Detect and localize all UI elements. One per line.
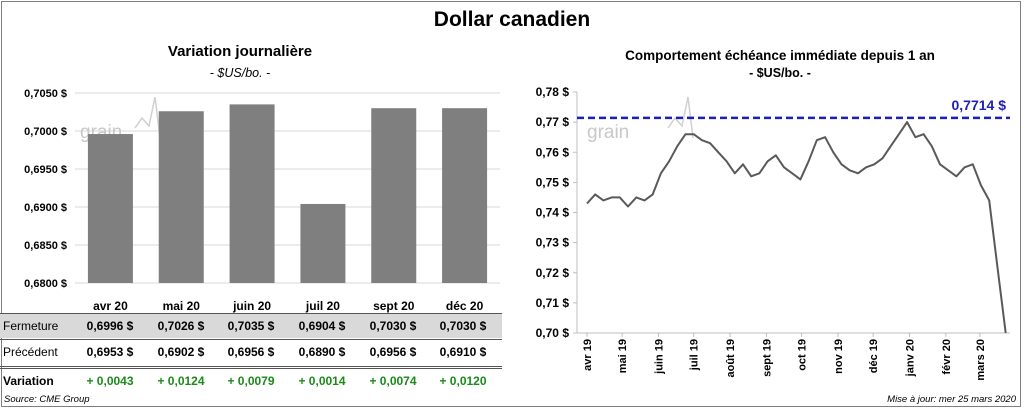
x-category-label: mai 20 bbox=[163, 299, 201, 313]
row-label: Précédent bbox=[3, 345, 58, 359]
x-tick-label: juin 19 bbox=[654, 339, 666, 375]
cell: + 0,0074 bbox=[369, 374, 417, 388]
x-tick-label: juil 19 bbox=[689, 339, 701, 371]
y-tick-label: 0,77 $ bbox=[536, 115, 570, 129]
page-title: Dollar canadien bbox=[433, 8, 591, 31]
y-tick-label: 0,74 $ bbox=[536, 206, 570, 220]
cell: 0,6956 $ bbox=[369, 345, 417, 359]
cell: + 0,0014 bbox=[298, 374, 346, 388]
line-chart-title: Comportement échéance immédiate depuis 1… bbox=[625, 48, 935, 63]
bar bbox=[158, 111, 204, 284]
y-tick-label: 0,75 $ bbox=[536, 175, 570, 189]
x-tick-label: mars 20 bbox=[975, 339, 987, 381]
cell: 0,6956 $ bbox=[227, 345, 275, 359]
bar bbox=[371, 108, 417, 283]
bar-chart-title: Variation journalière bbox=[167, 43, 313, 60]
reference-label: 0,7714 $ bbox=[952, 97, 1007, 113]
bar bbox=[300, 203, 346, 283]
y-tick-label: 0,73 $ bbox=[536, 236, 570, 250]
x-tick-label: févr 20 bbox=[941, 339, 953, 374]
x-tick-label: avr 19 bbox=[582, 339, 594, 371]
table-row-variation: Variation + 0,0043 + 0,0124 + 0,0079 + 0… bbox=[0, 366, 502, 393]
x-category-label: avr 20 bbox=[93, 299, 128, 313]
cell: 0,6904 $ bbox=[298, 319, 346, 333]
cell: + 0,0120 bbox=[439, 374, 487, 388]
series-line bbox=[586, 121, 1007, 334]
cell: 0,7026 $ bbox=[157, 319, 205, 333]
grain-logo-mark bbox=[667, 96, 694, 139]
y-tick-label: 0,70 $ bbox=[536, 326, 570, 340]
x-category-label: juin 20 bbox=[232, 299, 271, 313]
update-note: Mise à jour: mer 25 mars 2020 bbox=[887, 394, 1016, 405]
row-label: Variation bbox=[3, 374, 54, 388]
table-row-close: Fermeture 0,6996 $ 0,7026 $ 0,7035 $ 0,6… bbox=[0, 313, 502, 338]
table-row-previous: Précédent 0,6953 $ 0,6902 $ 0,6956 $ 0,6… bbox=[0, 339, 502, 364]
cell: 0,6996 $ bbox=[86, 319, 134, 333]
y-tick-label: 0,76 $ bbox=[536, 145, 570, 159]
cell: + 0,0079 bbox=[227, 374, 275, 388]
bar-chart-unit: - $US/bo. - bbox=[209, 66, 271, 80]
data-table: Fermeture 0,6996 $ 0,7026 $ 0,7035 $ 0,6… bbox=[0, 313, 502, 393]
source-note: Source: CME Group bbox=[4, 394, 90, 405]
y-tick-label: 0,78 $ bbox=[536, 85, 570, 99]
bar bbox=[229, 104, 275, 284]
y-tick-label: 0,7000 $ bbox=[24, 126, 67, 138]
x-tick-label: août 19 bbox=[725, 339, 737, 378]
line-chart-unit: - $US/bo. - bbox=[749, 66, 811, 80]
x-category-label: déc 20 bbox=[446, 299, 484, 313]
y-tick-label: 0,71 $ bbox=[536, 296, 570, 310]
x-tick-label: oct 19 bbox=[797, 339, 809, 371]
cell: 0,6910 $ bbox=[439, 345, 487, 359]
cell: 0,7035 $ bbox=[227, 319, 275, 333]
x-category-label: sept 20 bbox=[373, 299, 415, 313]
y-tick-label: 0,7050 $ bbox=[24, 88, 67, 100]
cell: 0,7030 $ bbox=[369, 319, 417, 333]
cell: 0,7030 $ bbox=[439, 319, 487, 333]
cell: 0,6953 $ bbox=[86, 345, 134, 359]
y-tick-label: 0,6900 $ bbox=[24, 202, 67, 214]
cell: + 0,0124 bbox=[157, 374, 205, 388]
grain-logo: grain bbox=[587, 122, 629, 143]
bar bbox=[442, 108, 488, 283]
x-tick-label: mai 19 bbox=[617, 339, 629, 373]
cell: 0,6890 $ bbox=[298, 345, 346, 359]
y-tick-label: 0,6800 $ bbox=[24, 278, 67, 290]
x-category-label: juil 20 bbox=[305, 299, 340, 313]
y-tick-label: 0,6850 $ bbox=[24, 240, 67, 252]
x-tick-label: janv 20 bbox=[904, 339, 916, 377]
grain-logo-mark bbox=[134, 96, 161, 139]
x-tick-label: nov 19 bbox=[833, 339, 845, 374]
cell: + 0,0043 bbox=[86, 374, 134, 388]
cell: 0,6902 $ bbox=[157, 345, 205, 359]
x-tick-label: sept 19 bbox=[761, 339, 773, 377]
y-tick-label: 0,72 $ bbox=[536, 266, 570, 280]
bar-chart: 0,6800 $ 0,6850 $ 0,6900 $ 0,6950 $ 0,7000 $… bbox=[24, 88, 500, 313]
bar bbox=[87, 134, 133, 283]
row-label: Fermeture bbox=[3, 319, 59, 333]
x-tick-label: déc 19 bbox=[868, 339, 880, 373]
y-tick-label: 0,6950 $ bbox=[24, 164, 67, 176]
